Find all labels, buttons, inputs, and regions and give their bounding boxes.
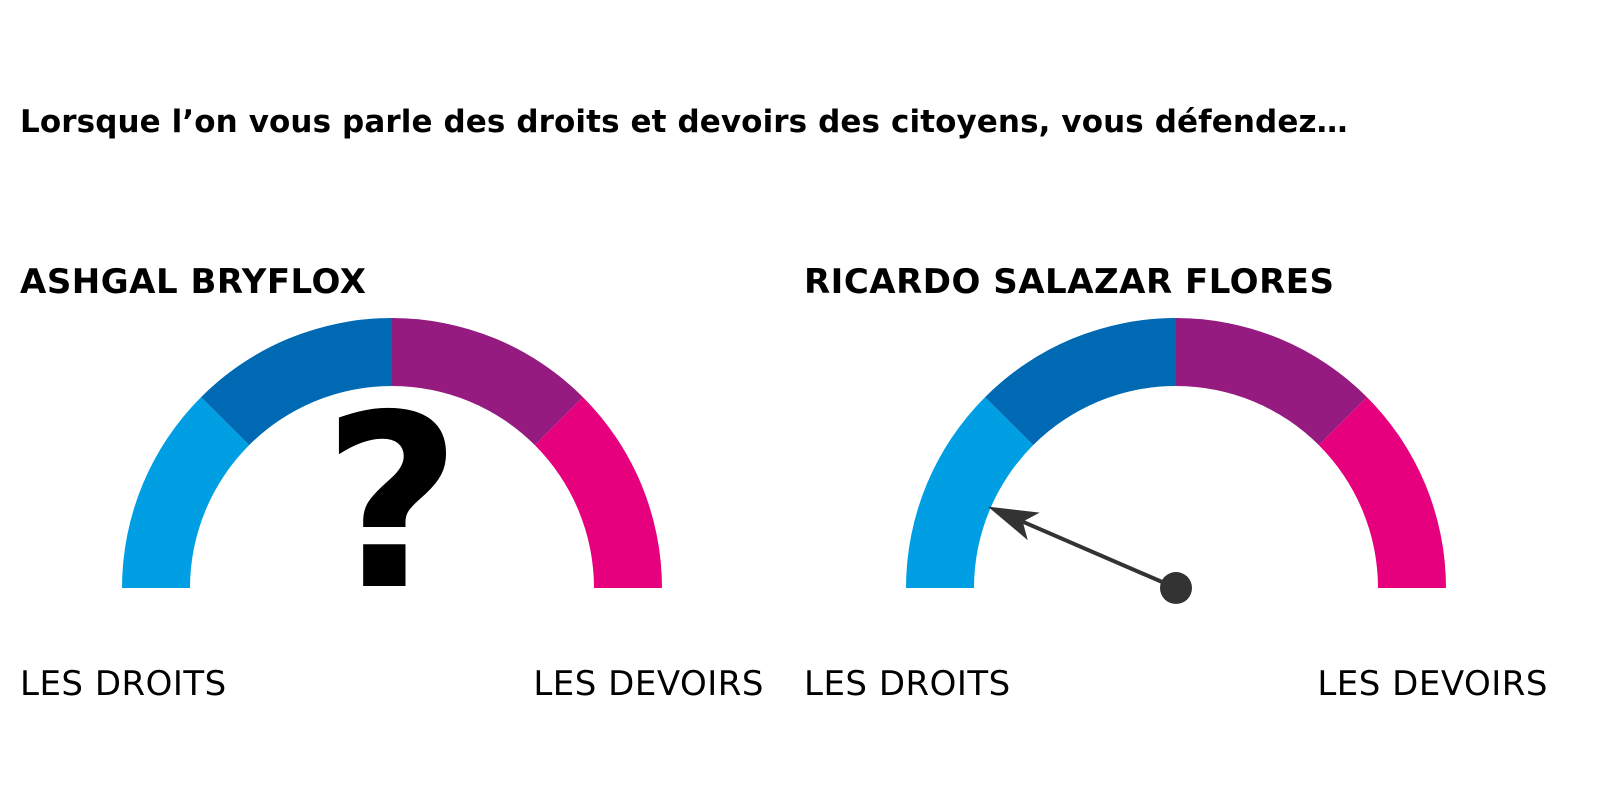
gauge-segment-plutot-devoirs	[392, 318, 583, 446]
scale-label-right: LES DEVOIRS	[533, 664, 764, 704]
gauge-segment-plutot-droits	[985, 318, 1176, 446]
gauge-segment-droits	[122, 397, 250, 588]
gauge-segment-devoirs	[534, 397, 662, 588]
gauge-needle	[1021, 519, 1177, 590]
gauge-needle-arrowhead	[987, 506, 1040, 541]
scale-label-right: LES DEVOIRS	[1317, 664, 1548, 704]
candidate-name: ASHGAL BRYFLOX	[20, 262, 367, 302]
gauge-panel-ricardo-salazar-flores: RICARDO SALAZAR FLORES LES DROITS LES DE…	[784, 0, 1564, 800]
gauge-segment-plutot-droits	[201, 318, 392, 446]
gauge-segment-droits	[906, 397, 1034, 588]
question-title: Lorsque l’on vous parle des droits et de…	[20, 104, 1348, 140]
gauge-chart	[906, 318, 1446, 604]
gauge-chart: ?	[122, 318, 662, 643]
gauge-segment-devoirs	[1318, 397, 1446, 588]
gauge-segment-plutot-devoirs	[1176, 318, 1367, 446]
candidate-name: RICARDO SALAZAR FLORES	[804, 262, 1335, 302]
gauge-needle-hub	[1160, 572, 1192, 604]
gauge-panel-ashgal-bryflox: ASHGAL BRYFLOX ? LES DROITS LES DEVOIRS	[0, 0, 780, 800]
scale-label-left: LES DROITS	[20, 664, 227, 704]
unknown-answer-icon: ?	[322, 363, 461, 643]
scale-label-left: LES DROITS	[804, 664, 1011, 704]
